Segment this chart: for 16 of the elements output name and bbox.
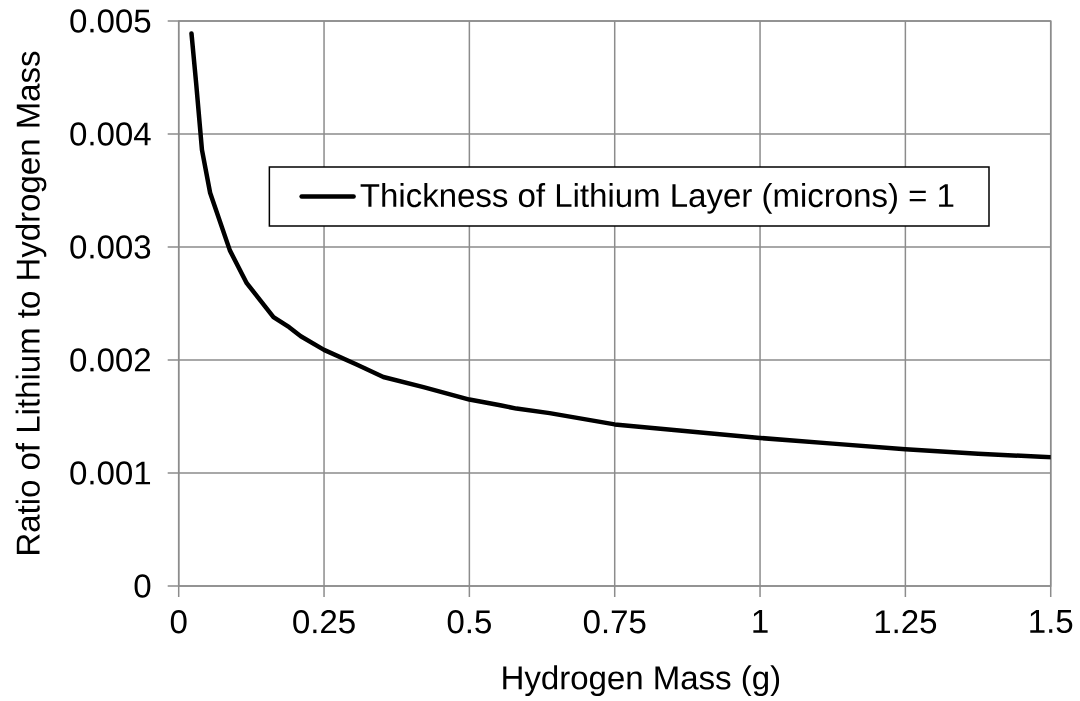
y-tick-label: 0.003 [70,235,151,259]
x-tick-label: 1 [753,610,768,633]
legend-label: Thickness of Lithium Layer (microns) = 1 [360,182,954,214]
x-tick-label: 0.5 [447,610,491,634]
x-tick-label: 0.25 [293,610,355,634]
x-tick-label: 1.5 [1030,610,1073,634]
y-tick-label: 0.004 [70,122,151,146]
x-tick-label: 0 [170,610,187,634]
y-axis-title: Ratio of Lithium to Hydrogen Mass [15,51,47,554]
x-axis-title: Hydrogen Mass (g) [503,665,780,697]
y-tick-label: 0.001 [70,461,151,485]
x-tick-label: 0.75 [583,610,646,634]
y-tick-label: 0 [134,574,151,598]
y-tick-label: 0.005 [70,9,151,33]
x-tick-label: 1.25 [875,610,937,634]
y-tick-label: 0.002 [70,348,150,372]
